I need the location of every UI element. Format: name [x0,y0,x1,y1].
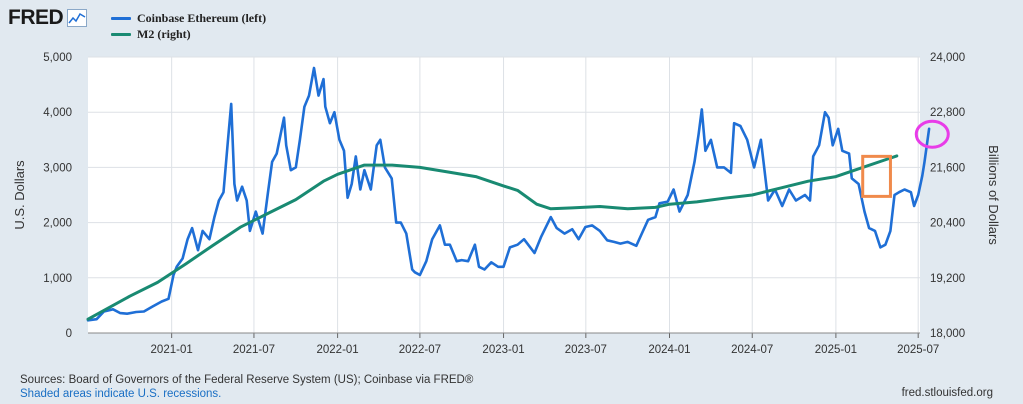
y-right-tick-label: 18,000 [930,328,965,340]
y-left-tick-label: 5,000 [43,52,72,64]
y-right-tick-label: 20,400 [930,218,965,230]
x-tick-label: 2022-07 [399,344,441,356]
x-tick-label: 2025-07 [897,344,939,356]
legend-item-m2[interactable]: M2 (right) [111,26,266,42]
chart-footer: Sources: Board of Governors of the Feder… [20,373,473,401]
legend-item-ethereum[interactable]: Coinbase Ethereum (left) [111,10,266,26]
series-line-ethereum [86,66,931,322]
logo-text: FRED [8,6,64,29]
x-tick-label: 2025-01 [815,344,857,356]
legend-swatch-ethereum [111,16,131,20]
y-left-axis-title: U.S. Dollars [12,160,27,230]
fred-credit[interactable]: fred.stlouisfed.org [901,387,993,399]
y-left-tick-label: 0 [66,328,72,340]
chart-legend: Coinbase Ethereum (left) M2 (right) [111,10,266,42]
line-chart-icon [67,9,88,27]
x-tick-label: 2023-01 [482,344,524,356]
y-right-tick-label: 21,600 [930,162,965,174]
y-left-tick-label: 1,000 [43,273,72,285]
x-tick-label: 2021-07 [233,344,275,356]
recessions-link[interactable]: Shaded areas indicate U.S. recessions. [20,388,222,400]
x-tick-label: 2024-01 [648,344,690,356]
annotation-rectangle [861,154,892,198]
x-tick-label: 2021-01 [151,344,193,356]
y-right-tick-label: 19,200 [930,273,965,285]
legend-label-ethereum: Coinbase Ethereum (left) [137,10,267,25]
annotation-ellipse [914,119,950,149]
legend-label-m2: M2 (right) [137,26,191,41]
y-right-tick-label: 24,000 [930,52,965,64]
x-tick-label: 2022-01 [316,344,358,356]
x-tick-label: 2023-07 [565,344,607,356]
y-left-tick-label: 4,000 [43,107,72,119]
sources-note: Sources: Board of Governors of the Feder… [20,374,474,386]
y-left-tick-label: 2,000 [43,218,72,230]
series-line-m2 [86,154,899,321]
fred-logo[interactable]: FRED [8,6,88,30]
y-right-axis-title: Billions of Dollars [986,145,1001,245]
legend-swatch-m2 [111,32,131,36]
y-right-tick-label: 22,800 [930,107,965,119]
y-left-tick-label: 3,000 [43,162,72,174]
x-tick-label: 2024-07 [731,344,773,356]
